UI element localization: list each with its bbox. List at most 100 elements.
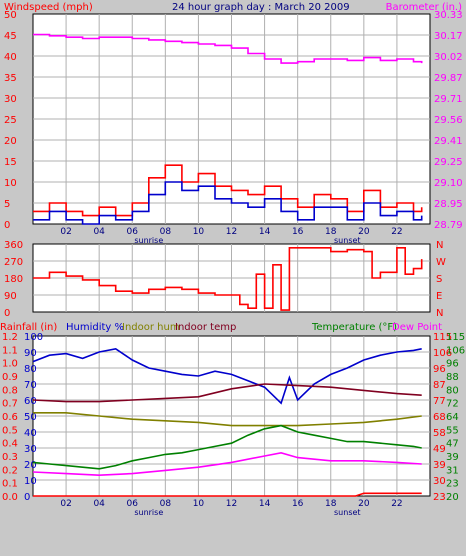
windspeed-tick-label: 20 (4, 136, 17, 147)
wind-direction-line (33, 247, 423, 311)
x-tick-label: 18 (325, 499, 337, 509)
barometer-tick-label: 30.33 (434, 10, 463, 21)
temp-mid-tick-label: 106 (433, 348, 452, 359)
indoor-hum-legend: Indoor hum (122, 322, 180, 333)
rainfall-tick-label: 0.6 (2, 412, 18, 423)
compass-label: N (436, 240, 443, 251)
temp-tick-label: 47 (446, 439, 459, 450)
windspeed-tick-label: 45 (4, 31, 17, 42)
barometer-tick-label: 29.71 (434, 94, 463, 105)
sunrise-label: sunrise (134, 236, 163, 245)
rainfall-tick-label: 0.5 (2, 425, 18, 436)
rainfall-tick-label: 0.8 (2, 385, 18, 396)
humidity-tick-label: 30 (24, 444, 37, 455)
direction-tick-label: 90 (4, 291, 17, 302)
indoor-hum-line (33, 411, 422, 427)
compass-label: E (436, 291, 442, 302)
rainfall-tick-label: 0.1 (2, 479, 18, 490)
rainfall-tick-label: 0.3 (2, 452, 18, 463)
wind-speed-line (33, 181, 423, 225)
x-tick-label: 18 (325, 227, 337, 237)
temp-tick-label: 64 (446, 412, 459, 423)
x-tick-label: 08 (160, 227, 172, 237)
windspeed-tick-label: 5 (4, 199, 10, 210)
x-tick-label: 02 (60, 227, 71, 237)
humidity-tick-label: 10 (24, 476, 37, 487)
windspeed-tick-label: 30 (4, 94, 17, 105)
compass-label: N (436, 308, 443, 319)
x-tick-label: 10 (193, 227, 205, 237)
humidity-tick-label: 60 (24, 396, 37, 407)
humidity-tick-label: 90 (24, 348, 37, 359)
temp-mid-tick-label: 39 (433, 460, 446, 471)
windspeed-tick-label: 50 (4, 10, 17, 21)
indoor-temp-legend: Indoor temp (175, 322, 236, 333)
temp-tick-label: 72 (446, 399, 459, 410)
barometer-tick-label: 29.56 (434, 115, 463, 126)
temp-tick-label: 20 (446, 492, 459, 503)
x-tick-label: 02 (60, 499, 71, 509)
x-tick-label: 06 (127, 227, 139, 237)
barometer-tick-label: 29.25 (434, 157, 463, 168)
x-tick-label: 10 (193, 499, 205, 509)
dew-point-line (32, 451, 422, 477)
temp-mid-tick-label: 115 (433, 332, 452, 343)
humidity-tick-label: 80 (24, 364, 37, 375)
temp-mid-tick-label: 30 (433, 476, 446, 487)
barometer-tick-label: 28.79 (434, 220, 463, 231)
direction-tick-label: 360 (4, 240, 23, 251)
humidity-tick-label: 50 (24, 412, 37, 423)
windspeed-tick-label: 25 (4, 115, 17, 126)
humidity-line (32, 347, 422, 405)
x-tick-label: 08 (160, 499, 172, 509)
humidity-tick-label: 20 (24, 460, 37, 471)
compass-label: S (436, 274, 442, 285)
temp-mid-tick-label: 49 (433, 444, 446, 455)
compass-label: W (436, 257, 446, 268)
temp-tick-label: 23 (446, 479, 459, 490)
humidity-tick-label: 100 (24, 332, 43, 343)
windspeed-tick-label: 10 (4, 178, 17, 189)
temp-humidity-panel: 0.0 0.1 0.2 0.3 0.4 0.5 0.6 0.7 0.8 0.9 1.0 1.1 1.2 0… (2, 332, 465, 517)
x-tick-label: 16 (292, 227, 304, 237)
temp-mid-tick-label: 23 (433, 492, 446, 503)
x-tick-label: 12 (226, 499, 237, 509)
temp-tick-label: 55 (446, 425, 459, 436)
windspeed-tick-label: 15 (4, 157, 17, 168)
rainfall-tick-label: 1.2 (2, 332, 18, 343)
x-tick-label: 14 (259, 499, 271, 509)
x-tick-label: 14 (259, 227, 271, 237)
x-tick-label: 04 (93, 227, 105, 237)
temp-tick-label: 39 (446, 452, 459, 463)
sunset-label: sunset (334, 236, 361, 245)
wind-gust-line (33, 164, 423, 217)
temp-mid-tick-label: 96 (433, 364, 446, 375)
dewpoint-legend: Dew Point (392, 322, 442, 333)
temp-mid-tick-label: 77 (433, 396, 446, 407)
barometer-axis-label: Barometer (in.) (386, 2, 462, 13)
humidity-legend: Humidity % (66, 322, 124, 333)
x-tick-label: 16 (292, 499, 304, 509)
barometer-tick-label: 28.95 (434, 199, 463, 210)
temp-mid-tick-label: 68 (433, 412, 446, 423)
rainfall-tick-label: 0.2 (2, 465, 18, 476)
barometer-tick-label: 29.87 (434, 73, 463, 84)
temp-mid-tick-label: 58 (433, 428, 446, 439)
windspeed-axis-label: Windspeed (mph) (4, 2, 93, 13)
x-tick-label: 22 (391, 499, 402, 509)
direction-tick-label: 270 (4, 257, 23, 268)
rainfall-tick-label: 0.9 (2, 372, 18, 383)
windspeed-tick-label: 35 (4, 73, 17, 84)
x-tick-label: 12 (226, 227, 237, 237)
temp-tick-label: 31 (446, 465, 459, 476)
x-tick-label: 22 (391, 227, 402, 237)
humidity-tick-label: 70 (24, 380, 37, 391)
temp-tick-label: 88 (446, 372, 459, 383)
wind-barometer-panel: 0 5 10 15 20 25 30 35 40 45 50 28.79 28.95 29.10 29.25… (4, 10, 463, 245)
barometer-tick-label: 30.17 (434, 31, 463, 42)
barometer-tick-label: 29.10 (434, 178, 463, 189)
rainfall-legend: Rainfall (in) (0, 322, 57, 333)
